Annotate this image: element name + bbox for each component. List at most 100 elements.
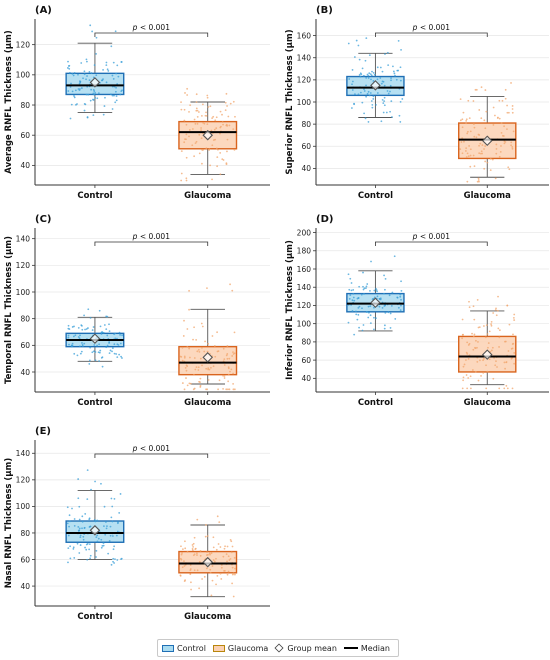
data-point: [505, 384, 508, 387]
data-point: [198, 152, 201, 155]
data-point: [510, 144, 512, 147]
data-point: [361, 307, 363, 310]
data-point: [183, 108, 186, 111]
data-point: [200, 322, 203, 325]
data-point: [95, 536, 98, 539]
data-point: [486, 333, 489, 335]
y-tick-label: 140: [16, 234, 31, 243]
data-point: [105, 64, 108, 67]
data-point: [351, 299, 354, 302]
data-point: [477, 179, 480, 181]
data-point: [216, 574, 219, 577]
data-point: [474, 370, 477, 373]
data-point: [201, 364, 203, 367]
data-point: [468, 342, 471, 345]
data-point: [118, 512, 121, 514]
data-point: [468, 306, 471, 309]
data-point: [361, 101, 364, 104]
data-point: [191, 144, 194, 147]
data-point: [389, 84, 392, 87]
data-point: [231, 355, 234, 357]
data-point: [68, 525, 70, 528]
data-point: [197, 369, 200, 371]
data-point: [209, 366, 212, 369]
data-point: [205, 114, 208, 117]
data-point: [367, 305, 370, 308]
data-point: [375, 317, 377, 320]
data-point: [82, 77, 84, 80]
data-point: [181, 566, 184, 569]
data-point: [97, 92, 100, 95]
data-point: [389, 327, 392, 329]
data-point: [507, 350, 510, 352]
data-point: [227, 555, 230, 558]
mean-diamond: [481, 349, 493, 360]
data-point: [501, 134, 504, 137]
data-point: [490, 349, 493, 352]
data-point: [186, 346, 189, 348]
data-point: [66, 506, 69, 509]
data-point: [70, 103, 73, 106]
data-point: [226, 357, 229, 360]
data-point: [225, 92, 228, 95]
data-point: [400, 298, 402, 301]
data-point: [366, 92, 369, 95]
data-point: [119, 342, 122, 345]
data-point: [113, 545, 116, 548]
y-tick-label: 100: [297, 319, 312, 328]
data-point: [81, 342, 83, 344]
y-tick-label: 60: [301, 356, 311, 365]
data-point: [508, 323, 511, 326]
data-point: [79, 81, 82, 84]
data-point: [365, 37, 368, 40]
data-point: [78, 337, 81, 340]
data-point: [80, 350, 83, 353]
data-point: [506, 128, 508, 131]
data-point: [204, 340, 206, 343]
data-point: [353, 299, 356, 302]
data-point: [372, 71, 375, 74]
y-tick-label: 200: [297, 228, 312, 237]
data-point: [383, 292, 385, 295]
data-point: [205, 367, 208, 370]
data-point: [222, 374, 224, 377]
y-tick-label: 120: [16, 40, 31, 49]
data-point: [506, 387, 509, 390]
legend-item-glaucoma: Glaucoma: [212, 644, 268, 653]
data-point: [354, 93, 356, 96]
data-point: [85, 93, 88, 96]
data-point: [185, 377, 187, 379]
data-point: [190, 588, 192, 591]
data-point: [211, 565, 214, 567]
data-point: [386, 90, 389, 92]
data-point: [195, 339, 198, 341]
data-point: [209, 568, 212, 571]
data-point: [189, 104, 192, 107]
data-point: [99, 325, 102, 328]
data-point: [483, 119, 486, 122]
data-point: [193, 536, 196, 539]
data-point: [232, 388, 235, 391]
data-point: [188, 135, 190, 138]
data-point: [115, 534, 118, 537]
data-point: [483, 148, 485, 150]
panel-label: (C): [35, 214, 51, 225]
data-point: [511, 147, 514, 150]
data-point: [183, 141, 186, 144]
data-point: [88, 71, 91, 73]
data-point: [204, 535, 207, 538]
data-point: [218, 521, 221, 524]
data-point: [213, 560, 216, 563]
y-tick-label: 60: [20, 555, 30, 564]
data-point: [359, 75, 362, 78]
data-point: [366, 73, 369, 76]
data-point: [511, 146, 514, 148]
data-point: [220, 578, 223, 580]
data-point: [222, 123, 224, 126]
data-point: [181, 548, 184, 551]
data-point: [68, 343, 70, 346]
data-point: [484, 336, 487, 339]
data-point: [226, 138, 229, 141]
data-point: [73, 325, 75, 328]
data-point: [69, 545, 72, 548]
